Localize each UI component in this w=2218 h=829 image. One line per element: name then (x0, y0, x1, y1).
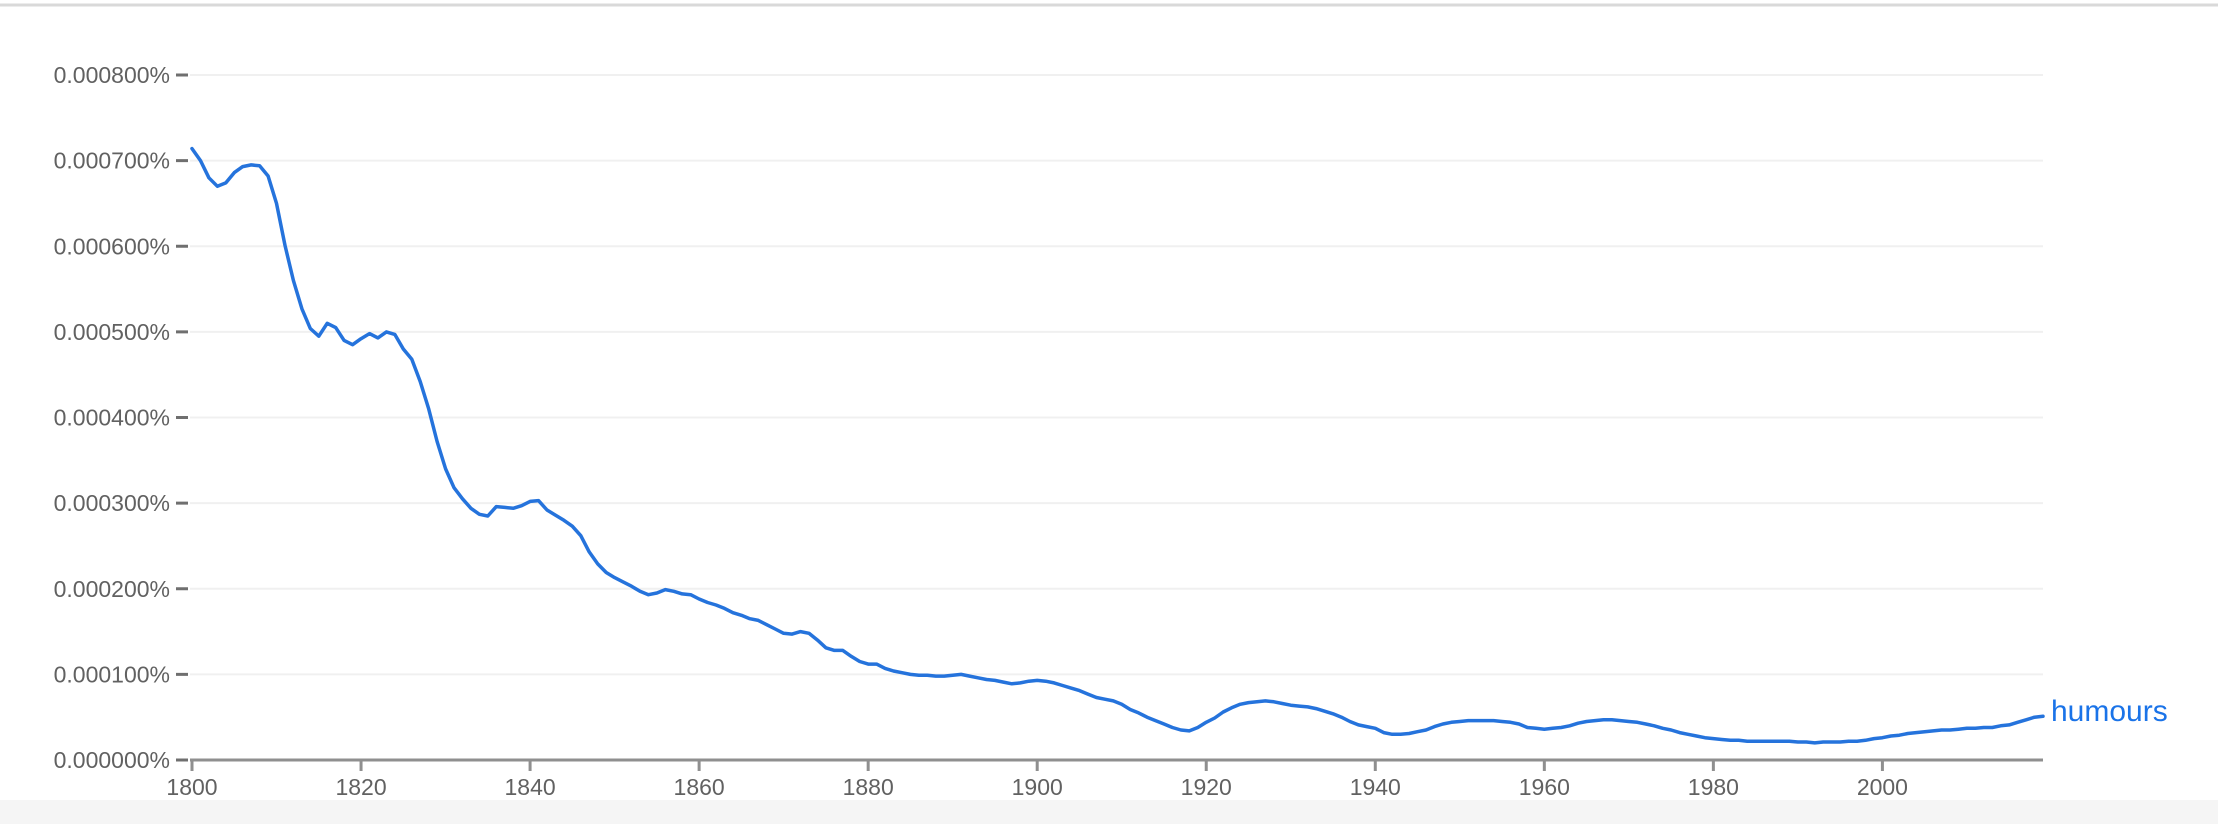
x-tick-label: 1860 (674, 774, 725, 800)
y-tick-label: 0.000600% (54, 233, 170, 259)
y-tick-label: 0.000800% (54, 62, 170, 88)
x-tick-label: 1960 (1519, 774, 1570, 800)
y-tick-label: 0.000100% (54, 661, 170, 687)
x-tick-label: 1940 (1350, 774, 1401, 800)
bottom-band (0, 800, 2218, 824)
x-tick-label: 1900 (1012, 774, 1063, 800)
y-tick-label: 0.000700% (54, 148, 170, 174)
axis-layer: 0.000800% 0.000700% 0.000600% 0.000500% 0.00… (54, 62, 2043, 800)
x-tick-label: 1880 (843, 774, 894, 800)
y-tick-label: 0.000200% (54, 576, 170, 602)
series-line-humours[interactable] (190, 146, 2045, 745)
series-label-humours[interactable]: humours (2051, 695, 2168, 728)
x-tick-label: 1920 (1181, 774, 1232, 800)
gridline-layer (190, 74, 2043, 676)
chart-background-layer (0, 3, 2218, 824)
x-tick-label: 1820 (335, 774, 386, 800)
y-tick-label: 0.000000% (54, 747, 170, 773)
series-layer (190, 146, 2045, 745)
y-tick-label: 0.000300% (54, 490, 170, 516)
x-tick-label: 2000 (1857, 774, 1908, 800)
x-tick-label: 1840 (504, 774, 555, 800)
y-tick-label: 0.000500% (54, 319, 170, 345)
x-tick-label: 1980 (1688, 774, 1739, 800)
y-tick-label: 0.000400% (54, 405, 170, 431)
x-tick-label: 1800 (166, 774, 217, 800)
